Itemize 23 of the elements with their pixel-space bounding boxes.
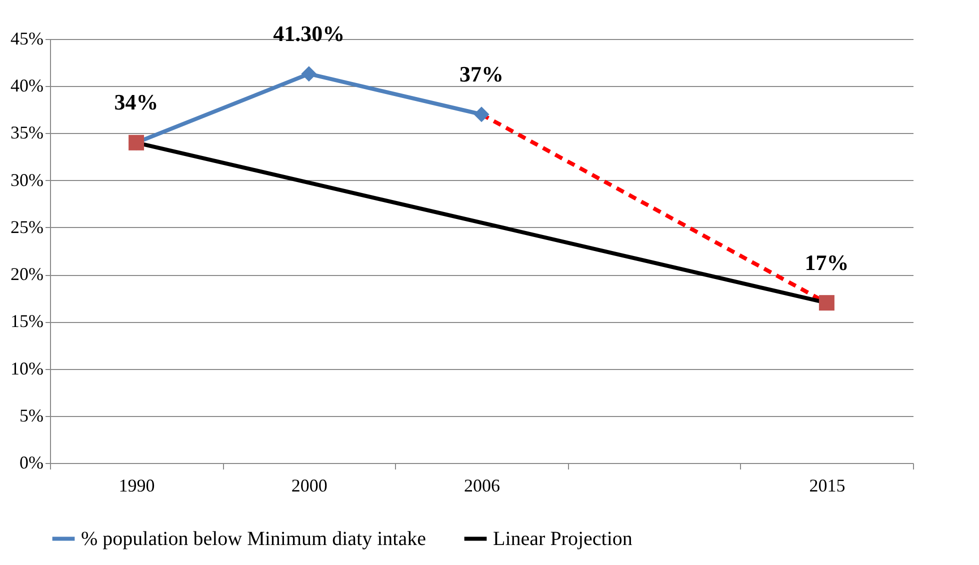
y-tick-label: 0% bbox=[20, 452, 44, 472]
point bbox=[818, 295, 834, 311]
x-tick-label: 2006 bbox=[464, 476, 500, 496]
y-tick-label: 40% bbox=[10, 76, 44, 96]
legend-label: % population below Minimum diaty intake bbox=[81, 528, 426, 550]
y-tick-label: 20% bbox=[10, 264, 44, 284]
point bbox=[474, 106, 490, 122]
y-tick-label: 15% bbox=[10, 311, 44, 332]
x-tick-label: 2015 bbox=[809, 476, 846, 496]
data-label: 17% bbox=[804, 250, 849, 275]
y-tick-label: 25% bbox=[10, 216, 44, 237]
y-tick-label: 30% bbox=[10, 170, 44, 190]
y-tick-label: 10% bbox=[10, 358, 44, 378]
data-label: 41.30% bbox=[273, 20, 345, 46]
x-tick-label: 2000 bbox=[291, 476, 328, 496]
data-label: 34% bbox=[114, 90, 158, 115]
legend-label: Linear Projection bbox=[493, 528, 632, 550]
y-tick-label: 5% bbox=[20, 405, 44, 426]
x-tick-label: 1990 bbox=[118, 476, 155, 496]
data-label: 37% bbox=[460, 61, 504, 86]
y-tick-label: 35% bbox=[10, 122, 44, 143]
point bbox=[301, 66, 317, 82]
y-tick-label: 45% bbox=[10, 28, 44, 48]
